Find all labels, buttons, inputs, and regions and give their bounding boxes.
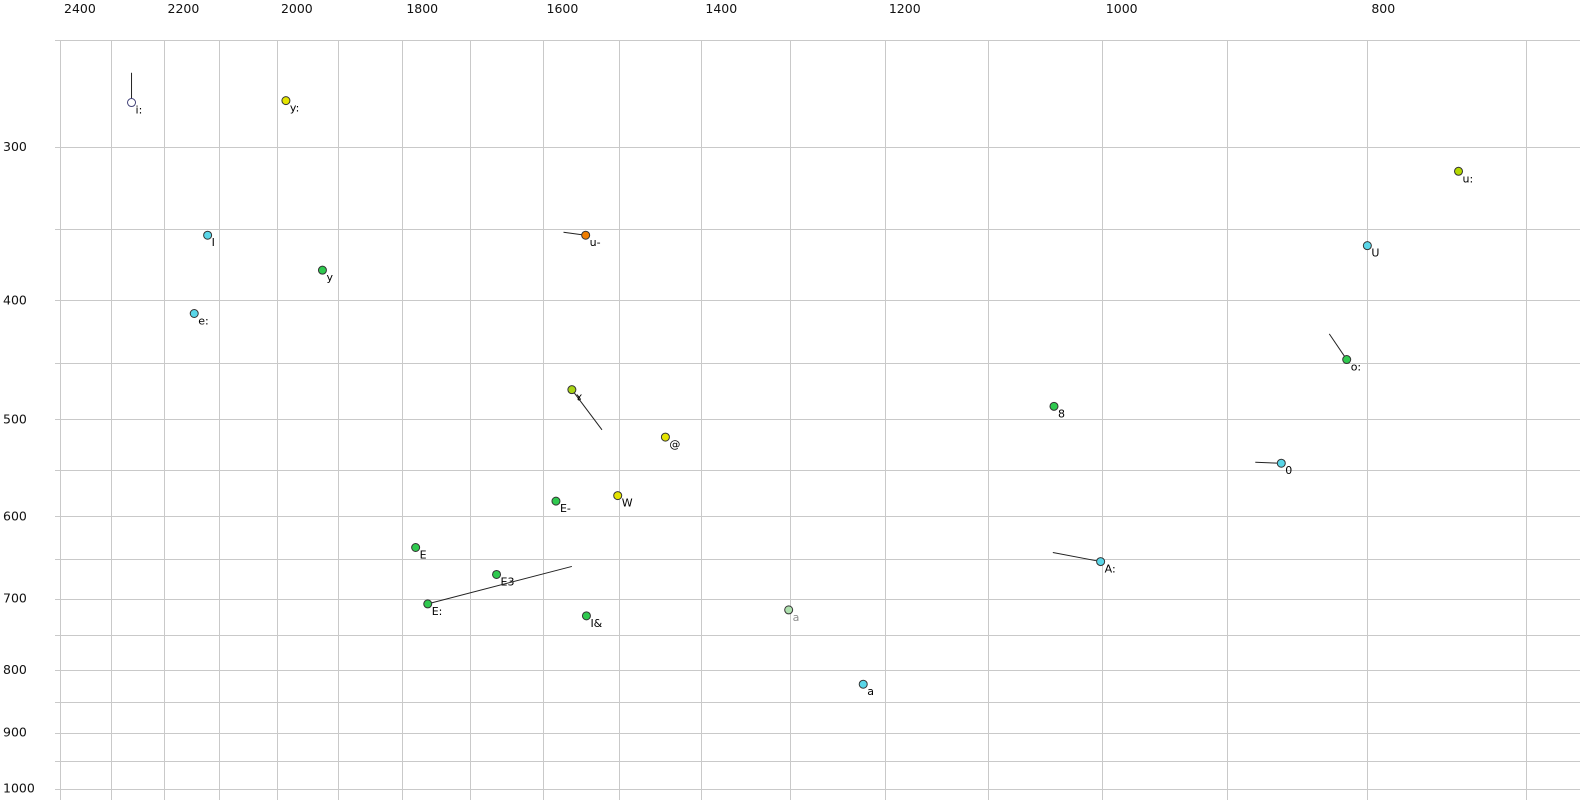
y-tick-label-900: 900 bbox=[3, 725, 27, 740]
x-tick-label-1200: 1200 bbox=[889, 1, 921, 16]
data-points: i: y: u: I u- Uy e: o: ɤ 8 @0 E- W E A: E3 E: I& a a bbox=[127, 72, 1474, 698]
y-tick-label-600: 600 bbox=[3, 508, 27, 523]
vowel-label: e: bbox=[198, 314, 208, 327]
vowel-point-w: W bbox=[613, 491, 633, 510]
x-tick-label-2200: 2200 bbox=[168, 1, 200, 16]
y-tick-label-400: 400 bbox=[3, 292, 27, 307]
vowel-point-y: y: bbox=[281, 96, 299, 115]
vowel-dot bbox=[281, 96, 291, 106]
vowel-dot bbox=[660, 432, 670, 442]
vowel-point-u: u- bbox=[563, 230, 601, 249]
vowel-label: i: bbox=[136, 104, 143, 117]
x-tick-label-800: 800 bbox=[1371, 1, 1395, 16]
vowel-dot bbox=[1454, 166, 1464, 176]
vowel-dot bbox=[317, 265, 327, 275]
vowel-label: A: bbox=[1105, 563, 1116, 576]
vowel-dot bbox=[203, 230, 213, 240]
x-tick-label-1800: 1800 bbox=[406, 1, 438, 16]
vowel-point-e: E: bbox=[423, 565, 572, 618]
vowel-dot bbox=[858, 679, 868, 689]
vowel-point-o: o: bbox=[1328, 333, 1361, 374]
vowel-point-glyph11: @ bbox=[660, 432, 680, 451]
vowel-point-8: 8 bbox=[1049, 401, 1065, 420]
vowel-dot bbox=[127, 98, 137, 108]
x-tick-label-1000: 1000 bbox=[1106, 1, 1138, 16]
y-tick-label-1000: 1000 bbox=[3, 781, 35, 796]
x-tick-label-2400: 2400 bbox=[64, 1, 96, 16]
x-tick-label-1600: 1600 bbox=[547, 1, 579, 16]
vowel-dot bbox=[581, 611, 591, 621]
vowel-point-a: A: bbox=[1052, 552, 1116, 576]
vowel-label: I& bbox=[590, 617, 602, 630]
vowel-point-e3: E3 bbox=[492, 569, 515, 588]
vowel-label: a bbox=[793, 611, 800, 624]
vowel-dot bbox=[1049, 401, 1059, 411]
trajectory-tail bbox=[1052, 552, 1101, 563]
vowel-point-i: i: bbox=[127, 72, 143, 117]
vowel-label: a bbox=[867, 685, 874, 698]
vowel-dot bbox=[784, 605, 794, 615]
vowel-point-0: 0 bbox=[1255, 458, 1292, 477]
vowel-point-y: y bbox=[317, 265, 333, 284]
vowel-dot bbox=[1362, 241, 1372, 251]
vowel-point-glyph9: ɤ bbox=[567, 385, 603, 431]
vowel-dot bbox=[492, 569, 502, 579]
vowel-label: E- bbox=[560, 502, 571, 515]
gridlines bbox=[55, 40, 1580, 800]
vowel-point-i: I& bbox=[581, 611, 603, 630]
vowel-point-e: e: bbox=[189, 308, 209, 327]
vowel-point-u: U bbox=[1362, 241, 1379, 260]
vowel-label: o: bbox=[1351, 361, 1361, 374]
vowel-dot bbox=[1342, 355, 1352, 365]
vowel-label: y bbox=[326, 271, 333, 284]
y-axis-tick-labels: 300 400 500 600 700 800 900 1000 bbox=[3, 139, 35, 796]
vowel-point-e: E- bbox=[551, 496, 571, 515]
vowel-label: @ bbox=[669, 438, 680, 451]
vowel-point-i: I bbox=[203, 230, 215, 249]
vowel-point-a: a bbox=[784, 605, 800, 624]
vowel-label: I bbox=[212, 236, 215, 249]
vowel-dot bbox=[189, 308, 199, 318]
vowel-label: y: bbox=[290, 102, 299, 115]
vowel-label: u- bbox=[590, 236, 601, 249]
vowel-label: E: bbox=[432, 605, 443, 618]
trajectory-tail bbox=[427, 565, 572, 605]
vowel-dot bbox=[567, 385, 577, 395]
vowel-dot bbox=[613, 491, 623, 501]
vowel-dot bbox=[551, 496, 561, 506]
x-tick-label-2000: 2000 bbox=[281, 1, 313, 16]
y-tick-label-500: 500 bbox=[3, 411, 27, 426]
vowel-label: 0 bbox=[1285, 464, 1292, 477]
vowel-dot bbox=[1276, 458, 1286, 468]
y-tick-label-800: 800 bbox=[3, 662, 27, 677]
vowel-dot bbox=[423, 599, 433, 609]
y-tick-label-700: 700 bbox=[3, 591, 27, 606]
vowel-point-u: u: bbox=[1454, 166, 1474, 185]
trajectory-tail bbox=[571, 389, 603, 431]
vowel-dot bbox=[411, 543, 421, 553]
x-axis-tick-labels: 2400 2200 2000 1800 1600 1400 1200 1000 800 bbox=[64, 1, 1395, 16]
vowel-dot bbox=[1096, 557, 1106, 567]
trajectory-tail bbox=[1328, 333, 1348, 360]
vowel-label: E bbox=[420, 549, 427, 562]
vowel-point-a: a bbox=[858, 679, 874, 698]
vowel-label: 8 bbox=[1058, 407, 1065, 420]
vowel-label: ɤ bbox=[576, 391, 583, 404]
vowel-label: U bbox=[1371, 247, 1379, 260]
vowel-point-e: E bbox=[411, 543, 427, 562]
vowel-label: u: bbox=[1463, 172, 1474, 185]
y-tick-label-300: 300 bbox=[3, 139, 27, 154]
vowel-label: W bbox=[622, 497, 633, 510]
vowel-label: E3 bbox=[501, 575, 515, 588]
vowel-dot bbox=[581, 230, 591, 240]
x-tick-label-1400: 1400 bbox=[705, 1, 737, 16]
